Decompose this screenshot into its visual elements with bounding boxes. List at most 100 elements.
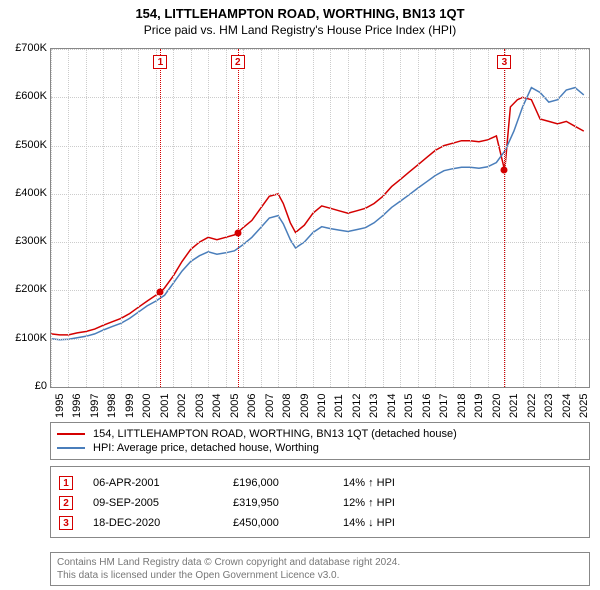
x-tick-label: 2016 (421, 394, 433, 418)
x-tick-label: 2024 (561, 394, 573, 418)
x-tick-label: 2017 (438, 394, 450, 418)
x-tick-label: 2013 (368, 394, 380, 418)
marker-dot-1 (157, 289, 164, 296)
x-tick-label: 2021 (508, 394, 520, 418)
marker-line-1 (160, 49, 161, 387)
event-change: 14% ↑ HPI (343, 477, 581, 489)
gridline-vertical (208, 49, 209, 387)
legend-swatch (57, 433, 85, 435)
gridline-horizontal (51, 339, 589, 340)
legend-box: 154, LITTLEHAMPTON ROAD, WORTHING, BN13 … (50, 422, 590, 460)
x-tick-label: 2003 (194, 394, 206, 418)
gridline-vertical (173, 49, 174, 387)
x-tick-label: 2019 (473, 394, 485, 418)
chart-subtitle: Price paid vs. HM Land Registry's House … (0, 21, 600, 37)
events-box: 106-APR-2001£196,00014% ↑ HPI209-SEP-200… (50, 466, 590, 538)
x-tick-label: 2022 (526, 394, 538, 418)
x-tick-label: 2018 (456, 394, 468, 418)
gridline-vertical (435, 49, 436, 387)
gridline-vertical (418, 49, 419, 387)
gridline-vertical (383, 49, 384, 387)
gridline-vertical (243, 49, 244, 387)
legend-label: HPI: Average price, detached house, Wort… (93, 442, 319, 454)
x-tick-label: 2010 (316, 394, 328, 418)
x-tick-label: 1995 (54, 394, 66, 418)
gridline-vertical (191, 49, 192, 387)
y-tick-label: £200K (2, 283, 47, 295)
event-change: 12% ↑ HPI (343, 497, 581, 509)
gridline-vertical (261, 49, 262, 387)
x-tick-label: 2014 (386, 394, 398, 418)
marker-line-3 (504, 49, 505, 387)
x-tick-label: 2009 (299, 394, 311, 418)
legend-row: HPI: Average price, detached house, Wort… (57, 441, 583, 455)
y-tick-label: £0 (2, 380, 47, 392)
gridline-vertical (51, 49, 52, 387)
event-date: 18-DEC-2020 (93, 517, 233, 529)
event-price: £196,000 (233, 477, 343, 489)
gridline-vertical (523, 49, 524, 387)
gridline-horizontal (51, 242, 589, 243)
event-row: 209-SEP-2005£319,95012% ↑ HPI (59, 493, 581, 513)
marker-box-3: 3 (497, 55, 511, 69)
event-price: £319,950 (233, 497, 343, 509)
gridline-horizontal (51, 146, 589, 147)
gridline-vertical (313, 49, 314, 387)
gridline-vertical (558, 49, 559, 387)
gridline-horizontal (51, 49, 589, 50)
x-tick-label: 2008 (281, 394, 293, 418)
gridline-vertical (296, 49, 297, 387)
gridline-vertical (470, 49, 471, 387)
x-tick-label: 2002 (176, 394, 188, 418)
gridline-horizontal (51, 194, 589, 195)
gridline-vertical (365, 49, 366, 387)
legend-row: 154, LITTLEHAMPTON ROAD, WORTHING, BN13 … (57, 427, 583, 441)
marker-box-2: 2 (231, 55, 245, 69)
x-tick-label: 2006 (246, 394, 258, 418)
gridline-vertical (278, 49, 279, 387)
plot-area: 1 2 3 (50, 48, 590, 388)
x-tick-label: 2007 (264, 394, 276, 418)
y-tick-label: £100K (2, 332, 47, 344)
y-tick-label: £700K (2, 42, 47, 54)
event-price: £450,000 (233, 517, 343, 529)
gridline-vertical (68, 49, 69, 387)
marker-line-2 (238, 49, 239, 387)
event-change: 14% ↓ HPI (343, 517, 581, 529)
x-tick-label: 1997 (89, 394, 101, 418)
gridline-vertical (226, 49, 227, 387)
x-tick-label: 2023 (543, 394, 555, 418)
gridline-horizontal (51, 97, 589, 98)
chart-container: 154, LITTLEHAMPTON ROAD, WORTHING, BN13 … (0, 0, 600, 590)
gridline-vertical (348, 49, 349, 387)
x-tick-label: 2015 (403, 394, 415, 418)
gridline-vertical (156, 49, 157, 387)
line-series-svg (51, 49, 589, 387)
legend-swatch (57, 447, 85, 449)
y-tick-label: £400K (2, 187, 47, 199)
footer-box: Contains HM Land Registry data © Crown c… (50, 552, 590, 586)
gridline-vertical (540, 49, 541, 387)
legend-label: 154, LITTLEHAMPTON ROAD, WORTHING, BN13 … (93, 428, 457, 440)
event-date: 09-SEP-2005 (93, 497, 233, 509)
x-tick-label: 2011 (333, 394, 345, 418)
gridline-vertical (453, 49, 454, 387)
gridline-vertical (488, 49, 489, 387)
x-tick-label: 2004 (211, 394, 223, 418)
x-tick-label: 1998 (106, 394, 118, 418)
marker-box-1: 1 (153, 55, 167, 69)
gridline-horizontal (51, 290, 589, 291)
event-row: 106-APR-2001£196,00014% ↑ HPI (59, 473, 581, 493)
gridline-vertical (400, 49, 401, 387)
x-tick-label: 2005 (229, 394, 241, 418)
chart-title: 154, LITTLEHAMPTON ROAD, WORTHING, BN13 … (0, 0, 600, 21)
y-tick-label: £600K (2, 90, 47, 102)
event-number: 3 (59, 516, 73, 530)
event-row: 3 18-DEC-2020£450,00014% ↓ HPI (59, 513, 581, 533)
marker-dot-3 (501, 166, 508, 173)
x-tick-label: 2025 (578, 394, 590, 418)
gridline-vertical (103, 49, 104, 387)
x-tick-label: 2000 (141, 394, 153, 418)
x-tick-label: 2001 (159, 394, 171, 418)
x-tick-label: 1999 (124, 394, 136, 418)
